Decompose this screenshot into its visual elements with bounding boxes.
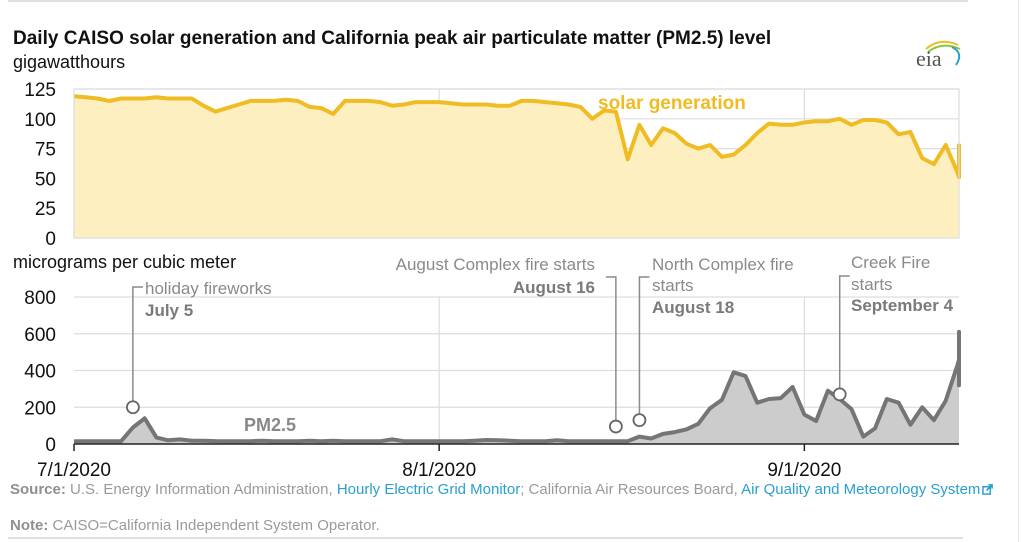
y-tick-label: 75 xyxy=(35,140,56,161)
annotation-marker xyxy=(608,419,623,434)
eia-logo-arc-green xyxy=(927,44,961,53)
y-tick-label: 25 xyxy=(35,199,56,220)
annotation-text: North Complex fire xyxy=(652,255,794,274)
y-tick-label: 125 xyxy=(24,80,56,101)
pm-series-label: PM2.5 xyxy=(244,415,296,435)
eia-logo-arc-yellow xyxy=(925,40,959,50)
annotation-3: Creek Fire starts September 4 xyxy=(832,253,954,402)
eia-logo: eia xyxy=(916,40,961,71)
y-tick-label: 600 xyxy=(24,325,56,346)
note-label: Note: xyxy=(10,517,49,534)
chart-title: Daily CAISO solar generation and Califor… xyxy=(13,28,772,49)
air-quality-system-link[interactable]: Air Quality and Meteorology System xyxy=(741,481,981,498)
y-tick-label: 800 xyxy=(24,288,56,309)
annotation-date: September 4 xyxy=(851,296,954,315)
pm-y-axis-label: micrograms per cubic meter xyxy=(13,252,237,272)
annotation-0: holiday fireworks July 5 xyxy=(125,279,272,415)
pm-grid xyxy=(74,296,959,444)
annotation-leader-line xyxy=(132,286,143,402)
chart-canvas: 0 25 50 75 100 125 solar generation 0 200 400 60… xyxy=(24,80,961,480)
top-divider xyxy=(8,0,968,2)
y-tick-label: 400 xyxy=(24,362,56,383)
annotation-date: August 16 xyxy=(513,278,595,297)
source-note: Source: U.S. Energy Information Administ… xyxy=(10,481,1000,499)
solar-line xyxy=(73,94,961,180)
annotations: holiday fireworks July 5 August Complex fi… xyxy=(125,253,954,434)
x-tick-label: 9/1/2020 xyxy=(767,460,841,480)
x-tick-label: 7/1/2020 xyxy=(37,460,111,480)
annotation-1: August Complex fire starts August 16 xyxy=(396,255,623,434)
eia-logo-text: eia xyxy=(916,46,942,71)
annotation-text: August Complex fire starts xyxy=(396,255,595,274)
note: Note: CAISO=California Independent Syste… xyxy=(10,517,380,534)
annotation-date: July 5 xyxy=(145,301,193,320)
solar-series-label: solar generation xyxy=(598,93,746,114)
annotation-leader-line xyxy=(605,276,617,421)
bottom-divider xyxy=(8,537,963,539)
solar-plot-frame xyxy=(73,88,960,239)
solar-y-axis-label: gigawatthours xyxy=(13,52,126,72)
y-tick-label: 100 xyxy=(24,110,56,131)
y-tick-label: 0 xyxy=(45,435,56,456)
source-text-1: U.S. Energy Information Administration, xyxy=(65,481,337,498)
solar-area xyxy=(74,96,959,238)
annotation-leader-line xyxy=(638,276,650,415)
pm-y-ticks: 0 200 400 600 800 xyxy=(24,288,56,456)
annotation-text: Creek Fire xyxy=(851,253,930,272)
hourly-electric-grid-monitor-link[interactable]: Hourly Electric Grid Monitor xyxy=(336,481,521,498)
external-link-icon[interactable] xyxy=(982,484,994,495)
x-tick-label: 8/1/2020 xyxy=(402,460,476,480)
annotation-date: August 18 xyxy=(652,298,734,317)
pm-x-axis: 7/1/2020 8/1/2020 9/1/2020 xyxy=(37,443,959,480)
annotation-leader-line xyxy=(838,275,850,389)
right-divider xyxy=(1018,0,1019,542)
annotation-2: North Complex fire starts August 18 xyxy=(632,255,794,428)
pm-area xyxy=(74,331,959,444)
annotation-text: holiday fireworks xyxy=(145,279,272,298)
annotation-marker xyxy=(632,413,647,428)
eia-logo-arc-blue xyxy=(951,46,961,66)
source-label: Source: xyxy=(10,481,66,498)
source-text-2: ; California Air Resources Board, xyxy=(520,481,742,498)
annotation-marker xyxy=(125,400,140,415)
y-tick-label: 50 xyxy=(35,169,56,190)
pm-line xyxy=(74,329,961,444)
y-tick-label: 200 xyxy=(24,398,56,419)
note-text: CAISO=California Independent System Oper… xyxy=(48,517,380,534)
annotation-marker xyxy=(832,387,847,402)
annotation-text: starts xyxy=(851,275,893,294)
y-tick-label: 0 xyxy=(45,229,56,250)
annotation-text: starts xyxy=(652,276,694,295)
solar-y-ticks: 0 25 50 75 100 125 xyxy=(24,80,56,250)
